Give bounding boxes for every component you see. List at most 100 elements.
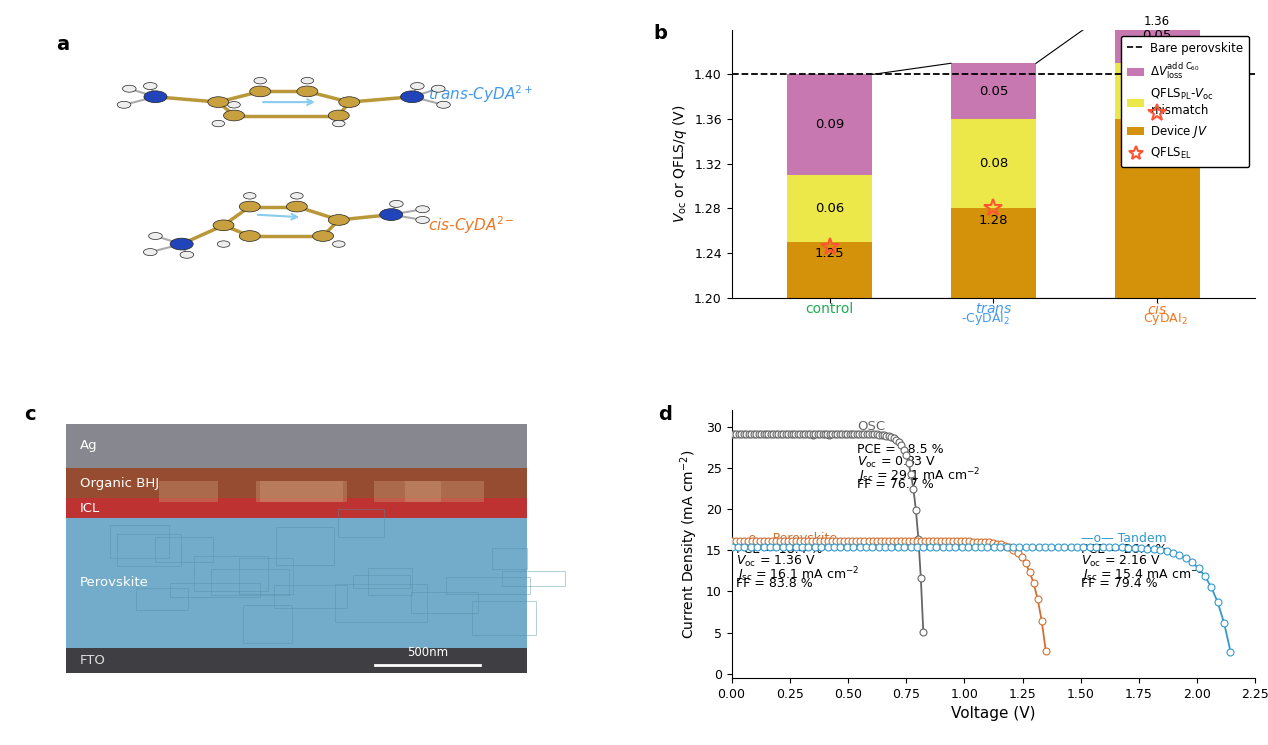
Circle shape xyxy=(217,241,230,247)
Text: FF = 79.4 %: FF = 79.4 % xyxy=(1080,577,1158,590)
Y-axis label: $V_{\mathrm{oc}}$ or QFLS/$q$ (V): $V_{\mathrm{oc}}$ or QFLS/$q$ (V) xyxy=(671,104,689,223)
Circle shape xyxy=(212,121,224,127)
Text: ICL: ICL xyxy=(80,501,100,515)
Text: OSC: OSC xyxy=(857,420,885,433)
Circle shape xyxy=(287,201,307,212)
Circle shape xyxy=(145,91,167,103)
FancyBboxPatch shape xyxy=(256,481,342,502)
Circle shape xyxy=(290,193,303,199)
Circle shape xyxy=(213,220,235,231)
Circle shape xyxy=(123,85,136,92)
Circle shape xyxy=(332,121,345,127)
Bar xyxy=(951,209,1036,298)
Text: PCE = 18.5 %: PCE = 18.5 % xyxy=(857,443,943,456)
Text: -CyDAI$_2$: -CyDAI$_2$ xyxy=(961,311,1009,327)
Circle shape xyxy=(250,86,270,97)
Bar xyxy=(1115,119,1200,298)
Text: FF = 76.7 %: FF = 76.7 % xyxy=(857,478,935,491)
Text: 0.09: 0.09 xyxy=(815,118,844,131)
Circle shape xyxy=(436,101,450,108)
Text: $\mathit{cis}$: $\mathit{cis}$ xyxy=(1148,302,1168,317)
Circle shape xyxy=(180,251,194,259)
Text: Perovskite: Perovskite xyxy=(80,577,148,589)
FancyBboxPatch shape xyxy=(66,498,527,519)
Circle shape xyxy=(389,200,403,207)
Text: $J_{\mathrm{sc}}$ = 16.1 mA cm$^{-2}$: $J_{\mathrm{sc}}$ = 16.1 mA cm$^{-2}$ xyxy=(737,566,860,586)
Circle shape xyxy=(143,83,157,89)
Circle shape xyxy=(143,249,157,256)
Circle shape xyxy=(339,97,360,107)
Bar xyxy=(951,63,1036,119)
Bar xyxy=(1115,7,1200,63)
Circle shape xyxy=(301,77,313,84)
Text: $V_{\mathrm{oc}}$ = 1.36 V: $V_{\mathrm{oc}}$ = 1.36 V xyxy=(737,554,817,569)
Circle shape xyxy=(228,101,241,108)
Circle shape xyxy=(170,238,193,250)
Text: $V_{\mathrm{oc}}$ = 2.16 V: $V_{\mathrm{oc}}$ = 2.16 V xyxy=(1080,554,1160,569)
Circle shape xyxy=(117,101,131,108)
Text: $\mathit{trans}$: $\mathit{trans}$ xyxy=(975,302,1012,316)
Bar xyxy=(787,242,872,298)
Circle shape xyxy=(411,83,424,89)
FancyBboxPatch shape xyxy=(406,481,484,502)
Text: 0.05: 0.05 xyxy=(979,85,1008,98)
Circle shape xyxy=(401,91,424,103)
Circle shape xyxy=(208,97,228,107)
Text: PCE = 18.4 %: PCE = 18.4 % xyxy=(737,543,823,556)
Text: PCE = 26.4 %: PCE = 26.4 % xyxy=(1080,543,1167,556)
Text: 1.28: 1.28 xyxy=(979,214,1008,227)
Bar xyxy=(787,175,872,242)
Text: $V_{\mathrm{oc}}$ = 0.83 V: $V_{\mathrm{oc}}$ = 0.83 V xyxy=(857,454,937,469)
Text: 1.25: 1.25 xyxy=(815,247,844,261)
FancyBboxPatch shape xyxy=(260,481,347,502)
Text: FF = 83.8 %: FF = 83.8 % xyxy=(737,577,813,590)
Text: 500nm: 500nm xyxy=(407,646,449,659)
Text: $\mathit{cis}$-CyDA$^{2-}$: $\mathit{cis}$-CyDA$^{2-}$ xyxy=(427,215,515,236)
Circle shape xyxy=(148,232,162,239)
Text: FTO: FTO xyxy=(80,653,105,667)
Text: —o— Perovskite: —o— Perovskite xyxy=(737,532,837,545)
Circle shape xyxy=(243,193,256,199)
FancyBboxPatch shape xyxy=(374,481,441,502)
Circle shape xyxy=(431,85,445,92)
Text: control: control xyxy=(805,302,853,316)
Text: $\mathit{trans}$-CyDA$^{2+}$: $\mathit{trans}$-CyDA$^{2+}$ xyxy=(427,83,533,105)
Bar xyxy=(787,74,872,175)
FancyBboxPatch shape xyxy=(66,423,527,673)
Text: d: d xyxy=(658,405,672,424)
Text: 1.36: 1.36 xyxy=(1142,124,1172,138)
Text: 0.05: 0.05 xyxy=(1142,85,1172,98)
Text: 0.08: 0.08 xyxy=(979,157,1008,170)
Y-axis label: Current Density (mA cm$^{-2}$): Current Density (mA cm$^{-2}$) xyxy=(678,449,700,638)
Bar xyxy=(1115,63,1200,119)
Legend: Bare perovskite, $\Delta V_{\mathrm{loss}}^{\mathrm{add\ C_{60}}}$, QFLS$_{\math: Bare perovskite, $\Delta V_{\mathrm{loss… xyxy=(1121,36,1249,168)
Circle shape xyxy=(379,209,403,221)
Circle shape xyxy=(328,110,349,121)
Text: 0.05: 0.05 xyxy=(1142,29,1172,42)
Circle shape xyxy=(240,231,260,241)
Circle shape xyxy=(416,217,430,224)
Circle shape xyxy=(240,201,260,212)
FancyBboxPatch shape xyxy=(160,481,218,502)
Text: b: b xyxy=(653,25,667,43)
FancyBboxPatch shape xyxy=(66,423,527,469)
Text: a: a xyxy=(56,35,68,54)
Bar xyxy=(951,119,1036,209)
Text: $J_{\mathrm{sc}}$ = 29.1 mA cm$^{-2}$: $J_{\mathrm{sc}}$ = 29.1 mA cm$^{-2}$ xyxy=(857,466,980,486)
Text: $J_{\mathrm{sc}}$ = 15.4 mA cm$^{-2}$: $J_{\mathrm{sc}}$ = 15.4 mA cm$^{-2}$ xyxy=(1080,566,1205,586)
Circle shape xyxy=(313,231,333,241)
Text: 1.36: 1.36 xyxy=(1144,15,1170,28)
Circle shape xyxy=(223,110,245,121)
Circle shape xyxy=(332,241,345,247)
Text: Organic BHJ: Organic BHJ xyxy=(80,477,158,489)
Text: 0.06: 0.06 xyxy=(815,202,844,215)
Circle shape xyxy=(297,86,318,97)
X-axis label: Voltage (V): Voltage (V) xyxy=(951,706,1036,721)
Circle shape xyxy=(416,206,430,213)
Text: CyDAI$_2$: CyDAI$_2$ xyxy=(1142,311,1188,327)
Text: c: c xyxy=(24,405,37,424)
Text: Ag: Ag xyxy=(80,440,98,452)
FancyBboxPatch shape xyxy=(66,519,527,647)
Circle shape xyxy=(328,215,349,225)
FancyBboxPatch shape xyxy=(66,647,527,673)
